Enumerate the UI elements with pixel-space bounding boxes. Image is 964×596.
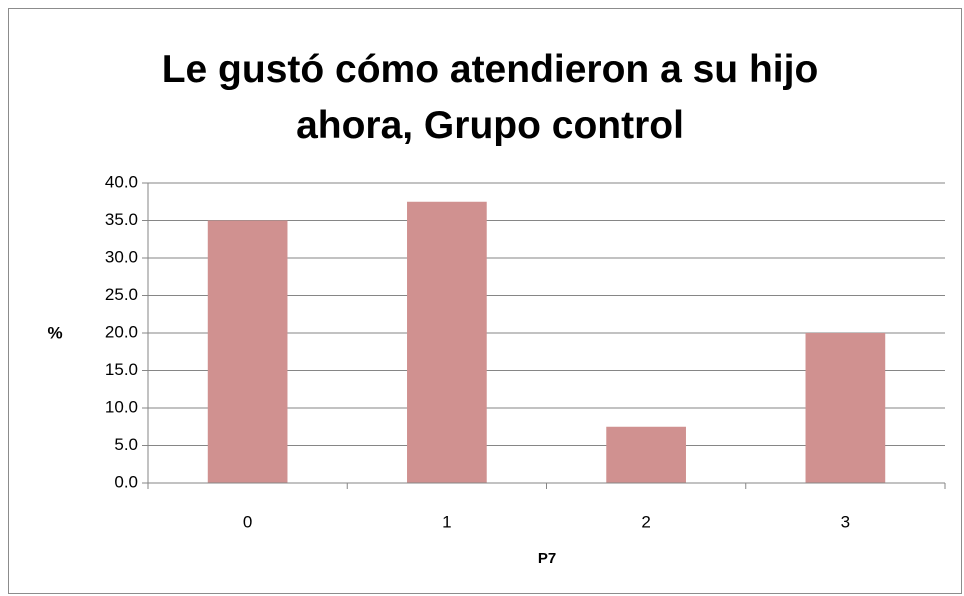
y-tick-label: 0.0: [114, 472, 138, 491]
bar: [207, 220, 288, 483]
chart-frame: [8, 8, 962, 594]
x-tick-label: 3: [841, 512, 850, 531]
y-tick-label: 35.0: [105, 210, 138, 229]
y-tick-label: 20.0: [105, 322, 138, 341]
x-axis-label: P7: [538, 550, 556, 567]
x-tick-label: 0: [243, 512, 252, 531]
y-tick-label: 40.0: [105, 172, 138, 191]
bar: [407, 201, 487, 483]
bar: [805, 333, 886, 483]
bar: [606, 426, 686, 483]
y-tick-label: 5.0: [114, 435, 138, 454]
x-tick-label: 2: [641, 512, 650, 531]
chart-title: Le gustó cómo atendieron a su hijo ahora…: [161, 48, 819, 147]
y-tick-label: 30.0: [105, 247, 138, 266]
y-tick-label: 10.0: [105, 397, 138, 416]
y-axis-label: %: [47, 323, 62, 342]
x-tick-label: 1: [442, 512, 451, 531]
y-tick-label: 15.0: [105, 360, 138, 379]
y-tick-label: 25.0: [105, 285, 138, 304]
